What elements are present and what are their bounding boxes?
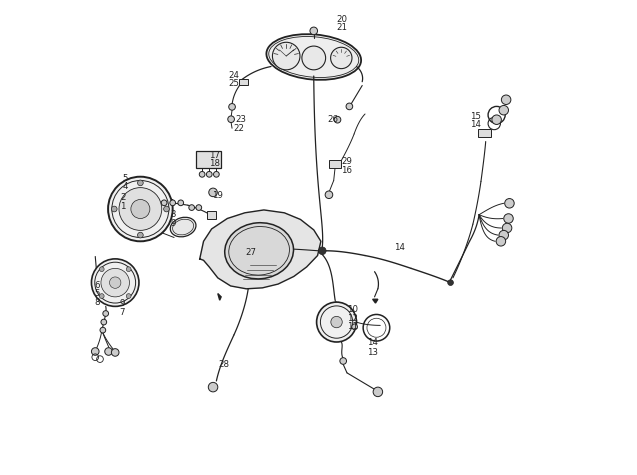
Text: 16: 16 [341,166,352,174]
Circle shape [161,200,167,206]
Text: 19: 19 [211,191,222,200]
Circle shape [100,327,106,333]
Circle shape [119,188,162,230]
Circle shape [92,348,99,355]
Circle shape [126,294,131,298]
Circle shape [504,214,513,223]
Circle shape [318,247,326,255]
FancyBboxPatch shape [196,151,221,168]
Text: 8: 8 [94,298,100,306]
Text: 2: 2 [120,193,125,201]
FancyBboxPatch shape [239,79,248,85]
Ellipse shape [273,42,300,70]
Text: 10: 10 [347,305,358,314]
Circle shape [499,230,508,240]
Circle shape [170,200,176,206]
Text: 21: 21 [336,23,347,32]
Text: 11: 11 [347,323,358,331]
Circle shape [373,387,383,397]
Text: 12: 12 [347,314,358,323]
Circle shape [101,268,129,297]
Text: 14: 14 [394,243,404,251]
Text: 28: 28 [218,361,230,369]
Polygon shape [373,299,378,303]
Circle shape [189,205,194,210]
Circle shape [501,95,511,104]
Circle shape [229,104,236,110]
Text: 6: 6 [94,281,100,289]
Circle shape [101,319,106,325]
FancyBboxPatch shape [207,211,217,218]
Text: 15: 15 [471,112,482,121]
Ellipse shape [266,34,361,80]
Circle shape [208,382,218,392]
Circle shape [131,200,150,219]
Circle shape [138,180,143,186]
Circle shape [505,199,514,208]
Circle shape [352,324,357,330]
Circle shape [503,223,512,233]
Circle shape [108,177,173,241]
Circle shape [325,191,333,199]
Circle shape [110,277,121,288]
Polygon shape [200,210,321,289]
Text: 5: 5 [94,289,100,298]
Text: 3: 3 [170,210,176,219]
Text: 20: 20 [336,16,347,24]
Circle shape [340,358,347,364]
Text: 22: 22 [233,124,244,133]
Circle shape [199,171,205,177]
Text: 25: 25 [228,79,240,88]
Circle shape [111,349,119,356]
Circle shape [103,311,108,316]
Text: 5: 5 [123,174,128,182]
Circle shape [104,348,112,355]
Circle shape [317,302,357,342]
Polygon shape [218,294,221,300]
Circle shape [206,171,212,177]
Circle shape [213,171,219,177]
Circle shape [111,206,117,212]
Text: 26: 26 [327,115,338,124]
Text: 24: 24 [228,71,240,79]
Circle shape [310,27,318,35]
Circle shape [346,103,353,110]
FancyBboxPatch shape [329,160,341,168]
Circle shape [92,259,139,306]
Circle shape [209,188,217,197]
Text: 9: 9 [119,300,124,308]
Text: 14: 14 [367,339,378,347]
Text: 29: 29 [341,157,352,166]
Circle shape [164,206,169,212]
Ellipse shape [331,48,352,69]
Circle shape [334,116,341,123]
Text: 9: 9 [170,219,176,228]
Text: 23: 23 [236,115,247,124]
Circle shape [331,316,342,328]
Ellipse shape [225,223,294,279]
Text: 4: 4 [123,182,128,190]
Text: 7: 7 [119,308,124,317]
Text: 14: 14 [471,121,482,129]
Text: 1: 1 [120,202,125,211]
Circle shape [496,237,506,246]
Text: 27: 27 [245,248,256,257]
Ellipse shape [302,46,326,70]
Circle shape [196,205,202,210]
Circle shape [99,294,104,298]
Circle shape [499,105,508,115]
Circle shape [99,267,104,272]
Circle shape [228,116,234,123]
Ellipse shape [170,217,196,237]
Circle shape [448,280,454,285]
FancyBboxPatch shape [478,129,491,137]
Text: 18: 18 [209,160,220,168]
Text: 13: 13 [367,348,378,357]
Circle shape [492,115,501,124]
Text: 17: 17 [209,152,220,160]
Circle shape [126,267,131,272]
Circle shape [138,232,143,238]
Circle shape [178,200,183,206]
